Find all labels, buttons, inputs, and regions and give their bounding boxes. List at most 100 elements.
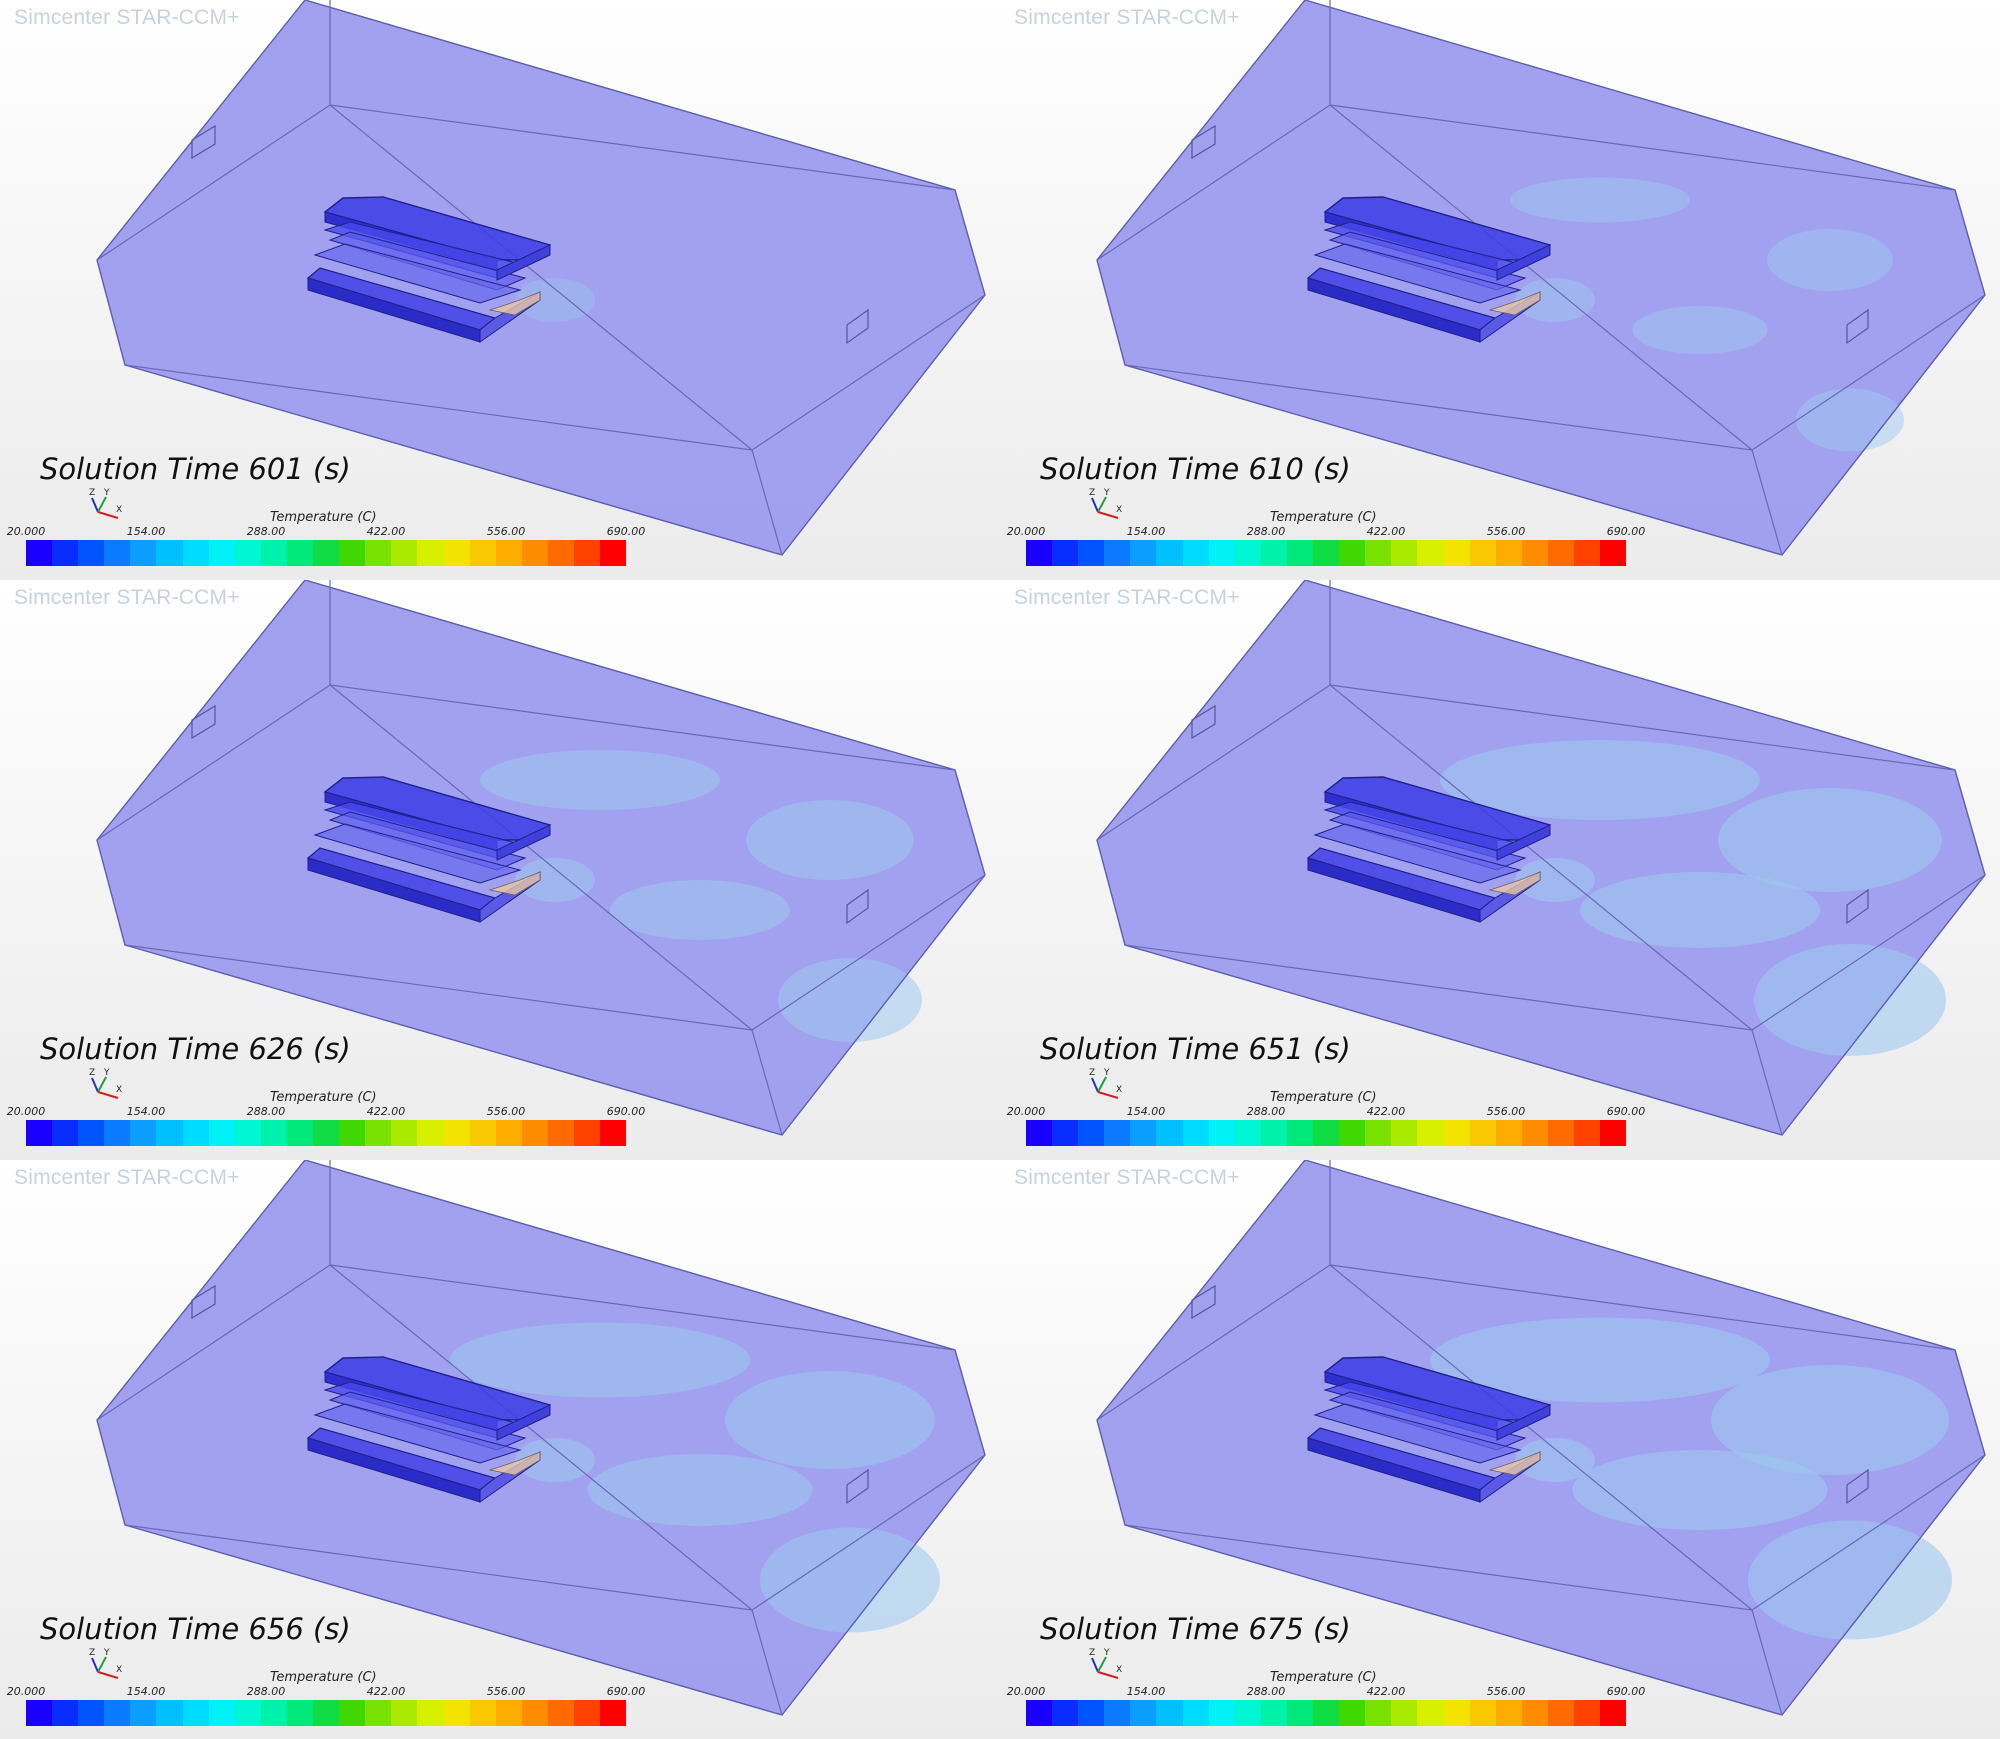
axis-triad-icon: Z Y X bbox=[1089, 488, 1122, 519]
plume-region bbox=[1430, 1317, 1770, 1403]
color-swatch bbox=[443, 540, 470, 566]
color-swatch bbox=[182, 540, 209, 566]
domain-inner-edges bbox=[1329, 684, 1956, 771]
color-swatch bbox=[1573, 540, 1601, 566]
color-swatch bbox=[208, 1700, 235, 1726]
axis-triad-icon: Z Y X bbox=[89, 1068, 122, 1099]
app-watermark: Simcenter STAR-CCM+ bbox=[14, 1166, 240, 1189]
plume-region bbox=[610, 880, 790, 940]
plume-region bbox=[760, 1527, 940, 1633]
domain-inner-edges bbox=[329, 104, 956, 191]
simulation-panel-2: Simcenter STAR-CCM+ Solution Time 610 (s… bbox=[1000, 0, 2000, 580]
outlet-vent bbox=[846, 888, 869, 925]
axis-triad-icon: Z Y X bbox=[89, 1648, 122, 1679]
legend-tick-label: 422.00 bbox=[1366, 1685, 1406, 1698]
scene-viewport[interactable] bbox=[1000, 1160, 2000, 1739]
color-swatch bbox=[521, 540, 548, 566]
color-swatch bbox=[234, 1700, 261, 1726]
color-swatch bbox=[1078, 540, 1105, 566]
svg-text:Y: Y bbox=[103, 1068, 110, 1078]
color-swatch bbox=[339, 540, 366, 566]
scene-viewport[interactable] bbox=[0, 1160, 1000, 1739]
plume-region bbox=[515, 858, 595, 902]
legend-tick-label: 690.00 bbox=[1606, 525, 1646, 538]
outlet-vent bbox=[1846, 1468, 1869, 1505]
domain-front-edge bbox=[1124, 364, 1783, 556]
axis-triad-icon: Z Y X bbox=[1089, 1068, 1122, 1099]
color-swatch bbox=[1026, 1120, 1053, 1146]
legend-tick-label: 288.00 bbox=[1246, 1685, 1286, 1698]
color-swatch bbox=[1208, 540, 1235, 566]
domain-front-edge bbox=[124, 944, 783, 1136]
color-swatch bbox=[260, 540, 287, 566]
color-swatch bbox=[1339, 1700, 1366, 1726]
legend-tick-label: 422.00 bbox=[1366, 1105, 1406, 1118]
color-swatch bbox=[1104, 1700, 1131, 1726]
color-swatch bbox=[391, 1120, 418, 1146]
domain-front-edge bbox=[1124, 944, 1783, 1136]
color-swatch bbox=[1260, 1120, 1287, 1146]
color-swatch bbox=[1600, 540, 1627, 566]
color-swatch bbox=[26, 1120, 53, 1146]
color-swatch bbox=[1495, 1700, 1522, 1726]
legend-tick-label: 154.00 bbox=[1126, 1685, 1166, 1698]
color-swatch bbox=[286, 1700, 314, 1726]
color-swatch bbox=[1052, 1700, 1079, 1726]
legend-tick-label: 556.00 bbox=[486, 525, 526, 538]
color-swatch bbox=[1182, 540, 1209, 566]
color-swatch bbox=[52, 540, 79, 566]
scene-viewport[interactable] bbox=[0, 580, 1000, 1160]
color-swatch bbox=[600, 540, 627, 566]
legend-tick-label: 154.00 bbox=[1126, 525, 1166, 538]
plume-region bbox=[1515, 858, 1595, 902]
color-scale-bar bbox=[26, 540, 627, 566]
color-swatch bbox=[469, 1120, 496, 1146]
color-swatch bbox=[365, 1700, 392, 1726]
battery-pack bbox=[1306, 196, 1552, 343]
color-swatch bbox=[1313, 1700, 1340, 1726]
color-swatch bbox=[1443, 1120, 1470, 1146]
color-swatch bbox=[469, 1700, 496, 1726]
legend-title: Temperature (C) bbox=[1270, 1090, 1377, 1105]
legend-tick-label: 20.000 bbox=[1006, 1105, 1046, 1118]
outlet-vent bbox=[846, 1468, 869, 1505]
color-swatch bbox=[1391, 1120, 1418, 1146]
legend-title: Temperature (C) bbox=[270, 1670, 377, 1685]
color-swatch bbox=[1417, 540, 1444, 566]
svg-text:X: X bbox=[116, 1665, 122, 1675]
plume-region bbox=[778, 958, 922, 1042]
app-watermark: Simcenter STAR-CCM+ bbox=[14, 586, 240, 609]
svg-text:X: X bbox=[1116, 1665, 1122, 1675]
color-swatch bbox=[1234, 1120, 1261, 1146]
scene-viewport[interactable] bbox=[0, 0, 1000, 580]
battery-pack bbox=[306, 196, 552, 343]
app-watermark: Simcenter STAR-CCM+ bbox=[1014, 1166, 1240, 1189]
color-swatch bbox=[1260, 1700, 1287, 1726]
svg-text:X: X bbox=[116, 1085, 122, 1095]
color-swatch bbox=[417, 540, 444, 566]
color-swatch bbox=[1313, 1120, 1340, 1146]
legend-tick-label: 288.00 bbox=[1246, 1105, 1286, 1118]
scene-viewport[interactable] bbox=[1000, 580, 2000, 1160]
color-swatch bbox=[1156, 1120, 1183, 1146]
legend-tick-label: 422.00 bbox=[366, 525, 406, 538]
temperature-legend: Temperature (C) 20.000 154.00 288.00 422.00… bbox=[0, 1090, 660, 1150]
temperature-legend: Temperature (C) 20.000 154.00 288.00 422.00… bbox=[0, 1670, 660, 1730]
color-swatch bbox=[1547, 1120, 1574, 1146]
plume-region bbox=[1440, 740, 1760, 820]
legend-tick-label: 690.00 bbox=[1606, 1685, 1646, 1698]
simulation-panel-1: Simcenter STAR-CCM+ Solution Time 601 (s… bbox=[0, 0, 1000, 580]
battery-pack bbox=[1306, 1356, 1552, 1503]
domain-front-edge bbox=[124, 364, 783, 556]
legend-tick-label: 288.00 bbox=[246, 1105, 286, 1118]
legend-tick-label: 556.00 bbox=[1486, 1105, 1526, 1118]
color-swatch bbox=[104, 540, 131, 566]
color-swatch bbox=[1521, 540, 1548, 566]
color-scale-bar bbox=[1026, 1120, 1627, 1146]
scene-viewport[interactable] bbox=[1000, 0, 2000, 580]
color-swatch bbox=[417, 1700, 444, 1726]
solution-time-label: Solution Time 610 (s) bbox=[1040, 452, 1351, 486]
color-swatch bbox=[1365, 1700, 1392, 1726]
legend-tick-label: 690.00 bbox=[1606, 1105, 1646, 1118]
color-swatch bbox=[1469, 540, 1496, 566]
